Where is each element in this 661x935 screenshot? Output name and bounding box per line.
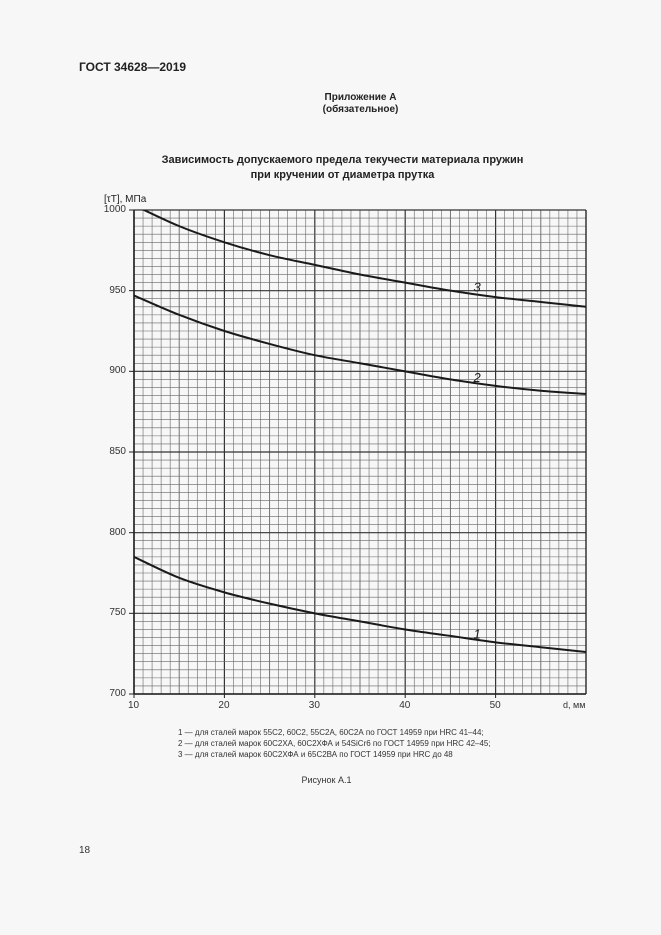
chart-title-line-1: Зависимость допускаемого предела текучес… — [161, 154, 524, 166]
x-tick-label: 50 — [489, 700, 501, 711]
appendix-title: Приложение А — [324, 92, 397, 103]
y-tick-label: 900 — [109, 365, 126, 377]
chart-title: Зависимость допускаемого предела текучес… — [12, 153, 661, 183]
chart-title-line-2: при кручении от диаметра прутка — [250, 169, 435, 181]
curve-label: 1 — [474, 626, 481, 641]
document-code: ГОСТ 34628—2019 — [79, 60, 187, 74]
y-tick-label: 700 — [109, 688, 126, 699]
curve-1 — [134, 555, 586, 654]
legend-item-1: 1 — для сталей марок 55С2, 60С2, 55С2А, … — [178, 728, 484, 737]
x-tick-label: 20 — [218, 700, 230, 711]
curve-label: 2 — [473, 370, 482, 385]
y-axis-label: [τТ], МПа — [104, 194, 147, 205]
y-tick-label: 950 — [109, 284, 126, 296]
x-tick-label: 10 — [128, 700, 140, 711]
appendix-subtitle: (обязательное) — [322, 104, 399, 115]
legend-item-2: 2 — для сталей марок 60С2ХА, 60С2ХФА и 5… — [178, 739, 491, 748]
y-tick-label: 750 — [109, 607, 126, 619]
curve-3 — [141, 210, 586, 308]
y-tick-label: 1000 — [103, 204, 126, 215]
appendix-heading: Приложение А (обязательное) — [30, 92, 661, 116]
chart-legend: 1 — для сталей марок 55С2, 60С2, 55С2А, … — [178, 727, 491, 760]
legend-item-3: 3 — для сталей марок 60С2ХФА и 65С2ВА по… — [178, 750, 453, 759]
curve-2 — [134, 294, 586, 395]
curve-label: 3 — [474, 279, 482, 294]
figure-caption: Рисунок А.1 — [301, 775, 352, 785]
y-tick-label: 850 — [109, 446, 126, 457]
page-number: 18 — [79, 845, 91, 856]
y-tick-label: 800 — [109, 526, 126, 538]
x-tick-label: 40 — [399, 700, 411, 711]
x-axis-label: d, мм — [563, 700, 586, 710]
x-tick-label: 30 — [308, 700, 320, 711]
